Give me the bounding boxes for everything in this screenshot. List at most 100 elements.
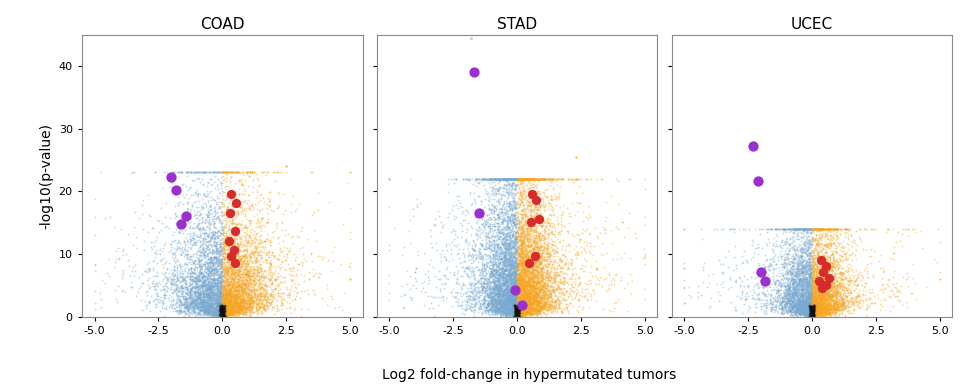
Point <box>793 307 808 313</box>
Point <box>502 279 517 285</box>
Point <box>525 259 540 265</box>
Point <box>510 259 526 266</box>
Point <box>518 278 533 284</box>
Point <box>810 295 825 301</box>
Point <box>822 284 837 290</box>
Point <box>806 298 822 305</box>
Point <box>497 296 512 302</box>
Point <box>504 233 519 239</box>
Point <box>789 302 804 308</box>
Point <box>489 310 505 317</box>
Point <box>814 301 829 307</box>
Point <box>526 247 541 253</box>
Point <box>776 302 791 308</box>
Point <box>797 302 812 308</box>
Point <box>781 284 797 290</box>
Point <box>471 176 486 182</box>
Point <box>491 306 506 312</box>
Point <box>676 265 691 271</box>
Point <box>794 290 809 296</box>
Point <box>187 169 203 176</box>
Point <box>259 290 274 296</box>
Point <box>817 304 832 310</box>
Point <box>776 239 791 245</box>
Point <box>256 304 271 310</box>
Point <box>508 176 524 182</box>
Point <box>180 290 195 296</box>
Point <box>506 296 522 302</box>
Point <box>243 304 259 310</box>
Point <box>479 177 494 183</box>
Point <box>261 239 277 245</box>
Point <box>475 284 490 290</box>
Point <box>522 256 537 262</box>
Point <box>806 260 822 266</box>
Point <box>841 252 856 258</box>
Point <box>787 308 802 314</box>
Point <box>198 301 213 307</box>
Point <box>526 262 541 268</box>
Point <box>250 217 265 223</box>
Point <box>794 299 809 305</box>
Point <box>494 235 509 241</box>
Point <box>224 308 239 314</box>
Point <box>509 230 525 237</box>
Point <box>501 312 516 318</box>
Point <box>226 237 241 244</box>
Point <box>525 273 540 279</box>
Point <box>229 291 244 298</box>
Point <box>485 284 501 291</box>
Point <box>512 240 528 247</box>
Point <box>803 310 819 316</box>
Point <box>498 189 513 195</box>
Point <box>468 287 483 293</box>
Point <box>215 312 231 318</box>
Point <box>209 310 225 316</box>
Point <box>205 240 220 247</box>
Point <box>523 303 538 309</box>
Point <box>183 276 198 282</box>
Point <box>801 257 816 264</box>
Point <box>813 232 828 239</box>
Point <box>787 277 802 283</box>
Point <box>794 310 809 317</box>
Point <box>800 312 815 318</box>
Point <box>824 285 839 291</box>
Point <box>816 294 831 300</box>
Point <box>498 234 513 240</box>
Point <box>283 246 298 252</box>
Point <box>522 300 537 306</box>
Point <box>485 266 501 273</box>
Point <box>757 284 773 290</box>
Point <box>512 260 528 266</box>
Point <box>517 176 532 182</box>
Point <box>490 292 505 298</box>
Point <box>823 291 838 298</box>
Point <box>195 262 210 268</box>
Point <box>784 259 800 265</box>
Point <box>824 226 839 232</box>
Point <box>207 270 222 276</box>
Point <box>836 304 851 310</box>
Point <box>489 176 505 182</box>
Point <box>229 240 244 246</box>
Point <box>800 305 815 311</box>
Point <box>531 244 547 250</box>
Point <box>505 313 521 319</box>
Point <box>816 305 831 312</box>
Point <box>517 305 532 312</box>
Point <box>490 220 505 226</box>
Point <box>198 169 213 176</box>
Point <box>817 250 832 256</box>
Point <box>207 254 222 260</box>
Point <box>220 235 235 241</box>
Point <box>551 305 566 312</box>
Point <box>509 311 525 317</box>
Point <box>768 261 783 267</box>
Point <box>816 305 831 311</box>
Point <box>206 295 221 301</box>
Point <box>803 241 819 247</box>
Point <box>226 276 241 282</box>
Point <box>515 282 530 288</box>
Point <box>236 191 252 197</box>
